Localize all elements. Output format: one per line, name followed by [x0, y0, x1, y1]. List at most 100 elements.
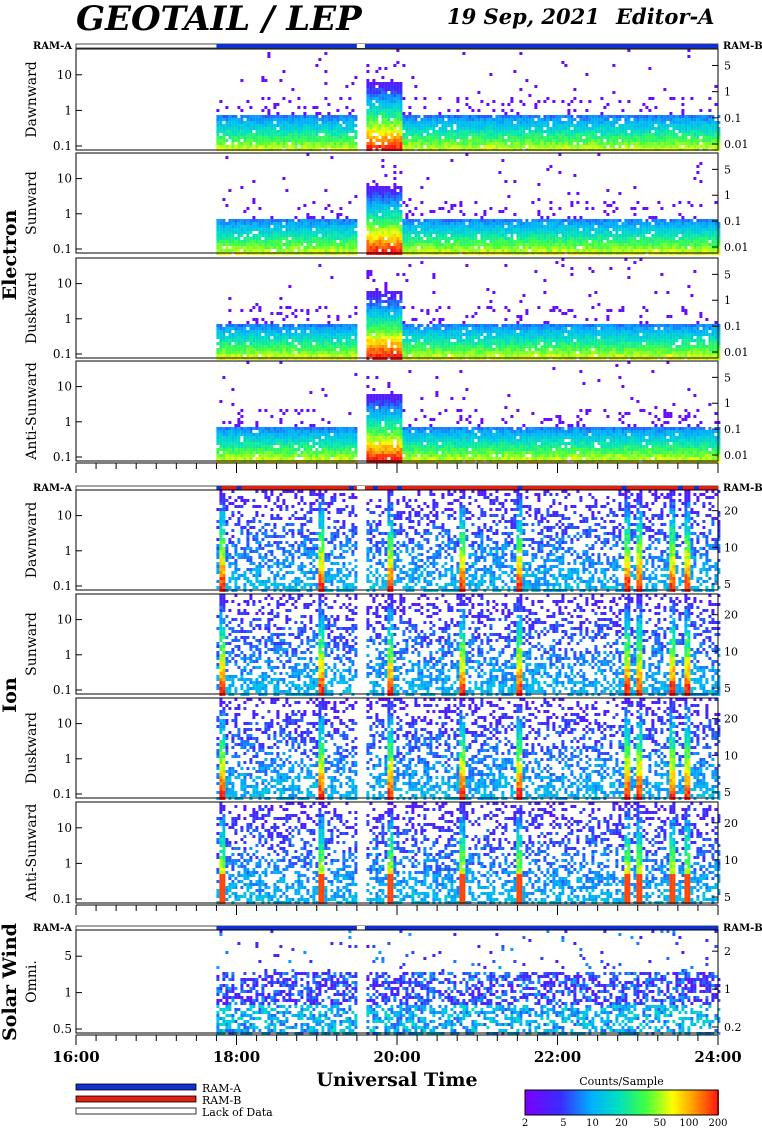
spectrogram-cell: [279, 118, 283, 121]
spectrogram-cell: [543, 130, 547, 133]
spectrogram-cell: [372, 222, 376, 225]
spectrogram-cell: [702, 145, 706, 148]
spectrogram-cell: [588, 139, 592, 142]
spectrogram-cell: [378, 192, 382, 195]
spectrogram-cell: [534, 243, 538, 246]
spectrogram-cell: [657, 118, 661, 121]
spectrogram-cell: [282, 249, 286, 252]
spectrogram-cell: [267, 225, 271, 228]
spectrogram-cell: [231, 339, 235, 342]
spectrogram-cell: [669, 115, 673, 118]
spectrogram-cell: [498, 127, 502, 130]
spectrogram-cell: [504, 145, 508, 148]
spectrogram-cell: [351, 231, 355, 234]
spectrogram-cell: [381, 237, 385, 240]
spectrogram-cell: [621, 130, 625, 133]
spectrogram-cell: [255, 333, 259, 336]
spectrogram-cell: [231, 249, 235, 252]
spectrogram-cell: [633, 145, 637, 148]
spectrogram-cell: [402, 231, 406, 234]
spectrogram-cell: [555, 231, 559, 234]
spectrogram-cell: [531, 115, 535, 118]
spectrogram-cell: [561, 124, 565, 127]
spectrogram-cell: [294, 225, 298, 228]
spectrogram-cell: [390, 219, 394, 222]
spectrogram-cell: [324, 249, 328, 252]
spectrogram-cell: [516, 225, 520, 228]
spectrogram-cell: [426, 118, 430, 121]
spectrogram-cell: [411, 124, 415, 127]
spectrogram-cell: [594, 234, 598, 237]
spectrogram-cell: [501, 139, 505, 142]
spectrogram-cell: [510, 225, 514, 228]
spectrogram-cell: [636, 121, 640, 124]
spectrogram-cell: [459, 249, 463, 252]
spectrogram-cell: [468, 249, 472, 252]
spectrogram-cell: [255, 121, 259, 124]
spectrogram-cell: [468, 246, 472, 249]
spectrogram-cell: [510, 118, 514, 121]
spectrogram-cell: [270, 130, 274, 133]
spectrogram-cell: [321, 115, 325, 118]
spectrogram-cell: [672, 118, 676, 121]
spectrogram-cell: [342, 225, 346, 228]
spectrogram-cell: [633, 136, 637, 139]
spectrogram-cell: [690, 219, 694, 222]
spectrogram-cell: [435, 121, 439, 124]
spectrogram-cell: [480, 100, 484, 103]
spectrogram-cell: [231, 348, 235, 351]
spectrogram-cell: [501, 234, 505, 237]
spectrogram-cell: [501, 136, 505, 139]
spectrogram-cell: [399, 94, 403, 97]
spectrogram-cell: [693, 237, 697, 240]
spectrogram-cell: [303, 231, 307, 234]
spectrogram-cell: [558, 130, 562, 133]
spectrogram-cell: [459, 133, 463, 136]
spectrogram-cell: [267, 240, 271, 243]
spectrogram-cell: [261, 79, 265, 82]
spectrogram-cell: [219, 342, 223, 345]
spectrogram-cell: [645, 246, 649, 249]
spectrogram-cell: [237, 145, 241, 148]
spectrogram-cell: [255, 219, 259, 222]
spectrogram-cell: [366, 330, 370, 333]
spectrogram-cell: [276, 342, 280, 345]
spectrogram-cell: [690, 237, 694, 240]
spectrogram-cell: [306, 153, 310, 156]
spectrogram-cell: [543, 100, 547, 103]
spectrogram-cell: [687, 124, 691, 127]
spectrogram-cell: [567, 225, 571, 228]
spectrogram-cell: [669, 234, 673, 237]
spectrogram-cell: [285, 237, 289, 240]
spectrogram-cell: [636, 246, 640, 249]
spectrogram-cell: [420, 130, 424, 133]
spectrogram-cell: [603, 249, 607, 252]
spectrogram-cell: [663, 237, 667, 240]
spectrogram-cell: [645, 207, 649, 210]
spectrogram-cell: [294, 142, 298, 145]
spectrogram-cell: [522, 249, 526, 252]
spectrogram-cell: [231, 219, 235, 222]
spectrogram-cell: [585, 136, 589, 139]
spectrogram: [216, 153, 721, 255]
spectrogram-cell: [348, 127, 352, 130]
spectrogram-cell: [378, 139, 382, 142]
spectrogram-cell: [456, 142, 460, 145]
spectrogram-cell: [534, 106, 538, 109]
spectrogram-cell: [219, 139, 223, 142]
spectrogram-cell: [306, 234, 310, 237]
spectrogram-cell: [471, 118, 475, 121]
spectrogram-cell: [525, 79, 529, 82]
spectrogram-cell: [555, 133, 559, 136]
spectrogram-cell: [510, 142, 514, 145]
spectrogram-cell: [366, 127, 370, 130]
spectrogram-cell: [222, 327, 226, 330]
spectrogram-cell: [252, 339, 256, 342]
spectrogram-cell: [696, 222, 700, 225]
spectrogram-cell: [660, 231, 664, 234]
spectrogram-cell: [699, 162, 703, 165]
spectrogram-cell: [216, 121, 220, 124]
spectrogram-cell: [546, 115, 550, 118]
spectrogram-cell: [390, 97, 394, 100]
spectrogram-cell: [399, 210, 403, 213]
